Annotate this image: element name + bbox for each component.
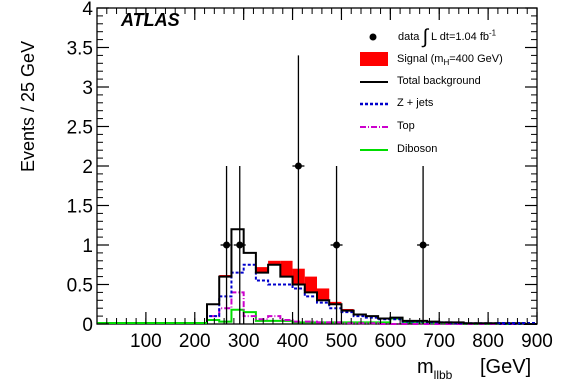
data-point	[236, 241, 244, 249]
data-point	[294, 162, 302, 170]
x-tick-label: 600	[374, 331, 406, 352]
y-tick-label: 0.5	[67, 276, 93, 297]
signal-bin	[255, 267, 269, 273]
data-point	[223, 241, 231, 249]
y-tick-label: 2.5	[67, 118, 93, 139]
legend-total-label: Total background	[397, 75, 481, 87]
legend	[360, 33, 388, 151]
x-tick-label: 400	[277, 331, 309, 352]
background-histograms	[97, 228, 537, 325]
axes: 0 0.5 1 1.5 2 2.5 3 3.5 4 100 200 300 400 500 600 700 80…	[67, 0, 553, 352]
series-line-total-background	[206, 228, 537, 325]
y-tick-label: 2	[82, 157, 93, 178]
y-tick-label: 1	[82, 236, 93, 257]
legend-data-marker	[369, 33, 377, 41]
signal-bin	[268, 260, 281, 265]
y-tick-label: 4	[82, 0, 93, 20]
legend-diboson-label: Diboson	[397, 143, 438, 155]
x-tick-label: 700	[423, 331, 455, 352]
signal-bin	[304, 276, 317, 293]
y-tick-label: 3.5	[67, 39, 93, 60]
y-axis-label-wrapper: Events / 25 GeV	[0, 0, 38, 172]
x-tick-label: 500	[326, 331, 358, 352]
data-points	[220, 55, 430, 324]
x-tick-label: 800	[472, 331, 504, 352]
x-tick-label: 100	[130, 331, 162, 352]
signal-bin	[317, 288, 330, 301]
signal-bin	[329, 301, 342, 305]
y-tick-label: 3	[82, 78, 93, 99]
legend-top-label: Top	[397, 120, 415, 132]
series-line-z-jets	[206, 263, 537, 325]
x-tick-label: 200	[179, 331, 211, 352]
y-axis-label: Events / 25 GeV	[18, 40, 38, 172]
x-tick-label: 900	[521, 331, 553, 352]
legend-signal-swatch	[360, 52, 388, 66]
x-tick-label: 300	[228, 331, 260, 352]
data-point	[419, 241, 427, 249]
y-tick-label: 1.5	[67, 197, 93, 218]
signal-bin	[280, 260, 293, 277]
series-line-top	[206, 291, 537, 325]
legend-signal-label: Signal (mH=400 GeV)	[397, 53, 503, 68]
legend-zjets-label: Z + jets	[397, 97, 434, 109]
data-point	[333, 241, 341, 249]
experiment-label: ATLAS	[121, 10, 180, 30]
x-axis-unit: [GeV]	[480, 356, 532, 378]
y-tick-label: 0	[82, 315, 93, 336]
legend-data-label: data ∫ L dt=1.04 fb-1	[398, 26, 497, 48]
x-axis-label: mllbb	[417, 356, 453, 382]
